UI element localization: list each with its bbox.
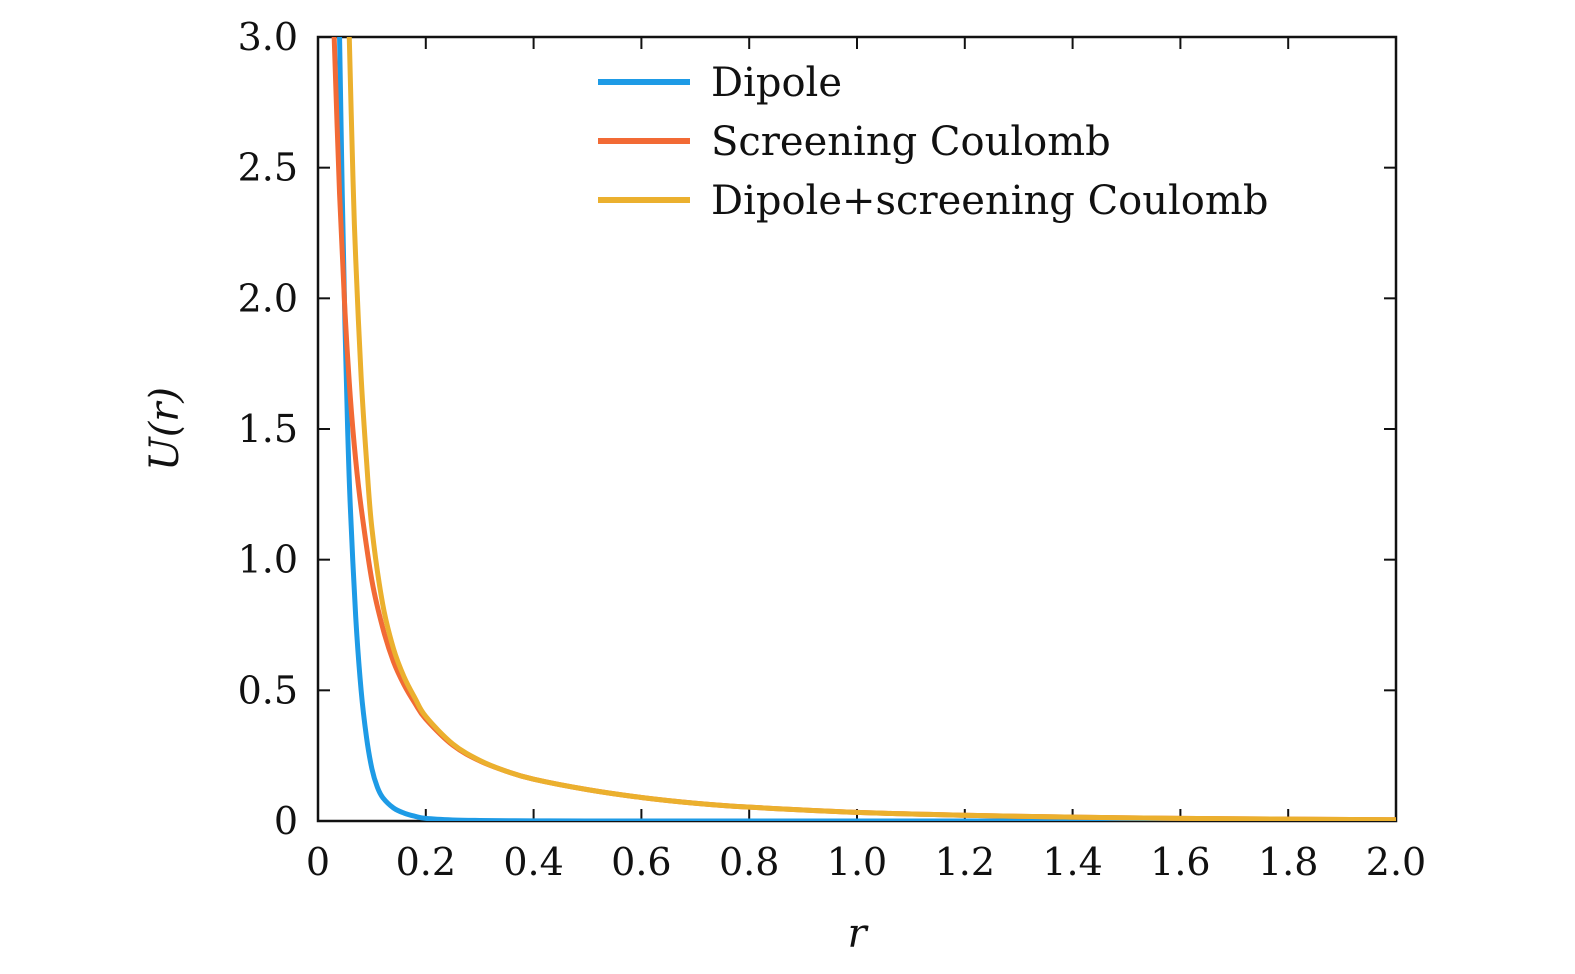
x-tick-label: 2.0	[1366, 840, 1426, 884]
legend-label: Screening Coulomb	[711, 119, 1111, 165]
y-tick-label: 0	[274, 799, 298, 843]
y-tick-label: 2.5	[238, 146, 298, 190]
y-axis-ticks: 0 0.5 1.0 1.5 2.0 2.5 3.0	[238, 15, 1396, 843]
x-tick-label: 1.0	[827, 840, 887, 884]
x-tick-label: 1.8	[1258, 840, 1318, 884]
series-lines	[331, 37, 1396, 821]
y-tick-label: 1.5	[238, 407, 298, 451]
x-tick-label: 1.4	[1042, 840, 1102, 884]
y-tick-label: 2.0	[238, 276, 298, 320]
x-axis-label: r	[847, 911, 869, 957]
y-tick-label: 1.0	[238, 538, 298, 582]
y-tick-label: 3.0	[238, 15, 298, 59]
x-tick-label: 0	[306, 840, 330, 884]
series-line-dipole	[337, 37, 1396, 821]
y-axis-label: U(r)	[142, 387, 188, 471]
x-tick-label: 1.6	[1150, 840, 1210, 884]
x-tick-label: 0.2	[396, 840, 456, 884]
legend: Dipole Screening Coulomb Dipole+screening …	[598, 60, 1268, 224]
legend-label: Dipole+screening Coulomb	[711, 178, 1268, 224]
x-tick-label: 0.4	[503, 840, 563, 884]
legend-label: Dipole	[711, 60, 842, 106]
x-tick-label: 0.6	[611, 840, 671, 884]
x-tick-label: 1.2	[935, 840, 995, 884]
x-tick-label: 0.8	[719, 840, 779, 884]
y-tick-label: 0.5	[238, 668, 298, 712]
series-line-dipole-screening-coulomb	[346, 37, 1396, 821]
x-axis-ticks: 0 0.2 0.4 0.6 0.8 1.0 1.2 1.4 1.6 1.8 2.0	[306, 37, 1426, 884]
